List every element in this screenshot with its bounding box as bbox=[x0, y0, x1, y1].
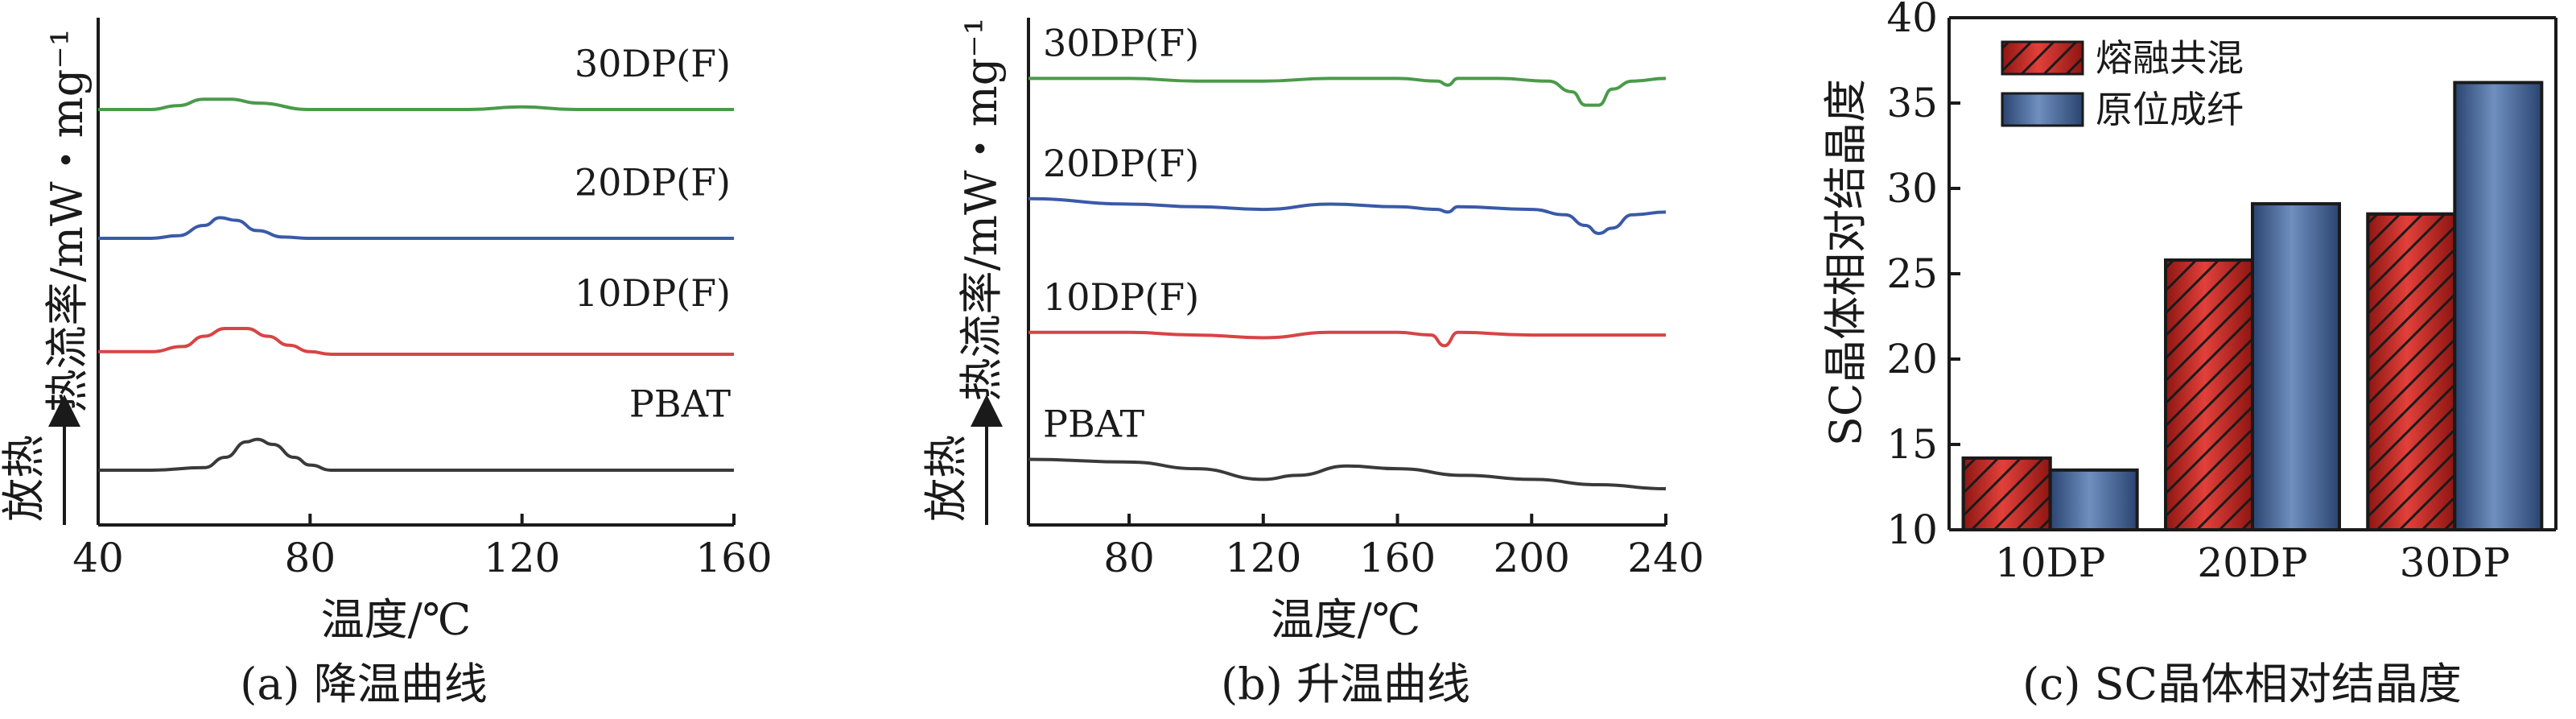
c-y-tick-label: 20 bbox=[1886, 336, 1938, 382]
panel-b-exo-label: 放热 bbox=[921, 435, 971, 522]
c-x-tick-label: 30DP bbox=[2400, 539, 2510, 586]
b-x-tick-label: 240 bbox=[1627, 535, 1704, 581]
c-legend-label: 熔融共混 bbox=[2096, 36, 2244, 80]
panel-b-y-axis-label: 热流率/mW・mg⁻¹ bbox=[956, 18, 1007, 402]
a-series-label: 10DP(F) bbox=[575, 271, 731, 315]
panel-a-y-axis-label: 热流率/mW・mg⁻¹ bbox=[42, 29, 93, 413]
b-x-tick-label: 160 bbox=[1359, 535, 1436, 581]
c-y-tick-label: 15 bbox=[1886, 421, 1938, 468]
c-x-tick-label: 10DP bbox=[1995, 539, 2105, 586]
a-x-tick-label: 120 bbox=[484, 535, 560, 581]
chart-panel-c: 10 15 20 25 30 35 40 10DP 20DP 30DP SC晶体相对结晶度 熔融共… bbox=[1820, 0, 2557, 709]
a-series-label: 30DP(F) bbox=[575, 42, 731, 85]
c-legend-label: 原位成纤 bbox=[2096, 88, 2244, 131]
b-series-label: 20DP(F) bbox=[1043, 142, 1199, 185]
b-x-tick-label: 200 bbox=[1494, 535, 1570, 581]
a-series-line-10dpf bbox=[98, 327, 734, 357]
panel-b-x-axis-label: 温度/℃ bbox=[1271, 594, 1421, 645]
b-series-line-pbat bbox=[1028, 457, 1667, 491]
c-legend-swatch-hatch bbox=[2001, 40, 2084, 76]
b-series-label: PBAT bbox=[1043, 403, 1144, 446]
b-series-line-20dpf bbox=[1028, 196, 1667, 235]
c-y-tick-label: 40 bbox=[1886, 0, 1938, 41]
a-x-tick-label: 80 bbox=[285, 535, 336, 581]
c-bar-hatch bbox=[2366, 212, 2457, 531]
panel-a-x-axis-label: 温度/℃ bbox=[321, 594, 472, 645]
a-x-tick-label: 160 bbox=[695, 535, 772, 581]
a-series-line-pbat bbox=[98, 437, 734, 473]
c-bar-hatch bbox=[2164, 258, 2254, 531]
a-x-tick-label: 40 bbox=[72, 535, 124, 581]
panel-a-caption: (a) 降温曲线 bbox=[240, 659, 488, 709]
c-bar-20dp-insitu bbox=[2251, 202, 2341, 532]
c-bar-hatch bbox=[1961, 456, 2052, 532]
c-bar-10dp-insitu bbox=[2048, 468, 2139, 531]
c-bar-30dp-insitu bbox=[2453, 81, 2544, 531]
b-series-line-10dpf bbox=[1028, 330, 1666, 348]
panel-c-caption: (c) SC晶体相对结晶度 bbox=[2022, 659, 2462, 709]
panel-a-exo-label: 放热 bbox=[0, 435, 49, 522]
b-x-tick-label: 80 bbox=[1103, 535, 1155, 581]
panel-b-caption: (b) 升温曲线 bbox=[1221, 659, 1470, 709]
a-series-line-20dpf bbox=[98, 216, 734, 241]
b-x-tick-label: 120 bbox=[1225, 535, 1301, 581]
panel-a-frame bbox=[97, 18, 734, 527]
panel-c-y-axis-label: SC晶体相对结晶度 bbox=[1820, 79, 1871, 446]
chart-panel-a: 40 80 120 160 30DP(F) 20DP(F) 10DP(F) PBAT 温度/… bbox=[0, 18, 773, 709]
c-y-tick-label: 10 bbox=[1886, 506, 1938, 553]
b-series-label: 10DP(F) bbox=[1043, 275, 1199, 319]
c-legend-swatch bbox=[2001, 92, 2084, 127]
b-series-label: 30DP(F) bbox=[1043, 21, 1199, 64]
panel-b-frame bbox=[1027, 18, 1666, 527]
chart-panel-b: 80 120 160 200 240 30DP(F) 20DP(F) 10DP(F) PBAT… bbox=[921, 18, 1704, 709]
a-series-line-30dpf bbox=[98, 97, 734, 112]
a-series-label: PBAT bbox=[629, 382, 731, 426]
c-x-tick-label: 20DP bbox=[2197, 539, 2307, 586]
c-y-tick-label: 25 bbox=[1886, 250, 1938, 297]
a-series-label: 20DP(F) bbox=[575, 160, 731, 204]
b-series-line-30dpf bbox=[1028, 76, 1667, 107]
c-y-tick-label: 35 bbox=[1886, 80, 1938, 126]
c-y-tick-label: 30 bbox=[1886, 165, 1938, 212]
